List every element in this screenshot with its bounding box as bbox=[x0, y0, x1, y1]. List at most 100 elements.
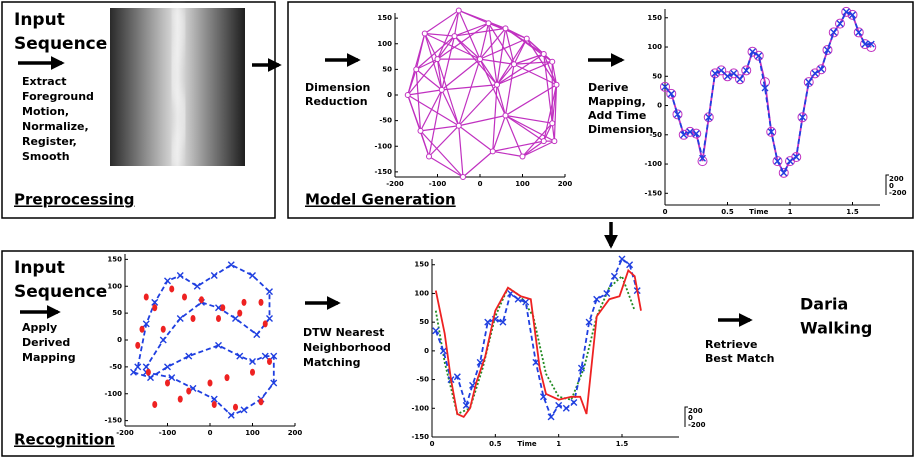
step-text: Dimension bbox=[588, 123, 653, 136]
y-tick-label: -150 bbox=[374, 168, 392, 176]
y-tick-label: 150 bbox=[414, 261, 429, 269]
network-edge bbox=[480, 59, 514, 64]
x-tick-label: 1.5 bbox=[616, 440, 629, 448]
y-tick-label: 0 bbox=[657, 102, 662, 110]
y-tick-label: 100 bbox=[647, 43, 662, 51]
series-line bbox=[665, 12, 871, 173]
chart-mapped_input: 150100500-50-100-150-200-1000100200 bbox=[104, 254, 302, 437]
step-text: Apply bbox=[22, 321, 57, 334]
dot-marker bbox=[267, 358, 272, 365]
step-text: Reduction bbox=[305, 95, 368, 108]
step-text: Best Match bbox=[705, 352, 774, 365]
diagram: InputSequenceExtractForegroundMotion,Nor… bbox=[0, 0, 916, 458]
node-marker bbox=[520, 154, 525, 159]
network-edge bbox=[421, 90, 442, 131]
x-marker bbox=[211, 273, 217, 279]
y-tick-label: 50 bbox=[419, 318, 429, 326]
network-edge bbox=[463, 151, 493, 177]
y-tick-label: -150 bbox=[644, 189, 662, 197]
x-tick-label: -200 bbox=[116, 429, 134, 437]
x-marker bbox=[177, 273, 183, 279]
dot-marker bbox=[144, 294, 149, 301]
dot-marker bbox=[220, 304, 225, 311]
y-tick-label: 50 bbox=[112, 309, 122, 317]
node-marker bbox=[552, 139, 557, 144]
network-edge bbox=[442, 85, 497, 90]
node-marker bbox=[452, 34, 457, 39]
y-tick-label: 0 bbox=[117, 336, 122, 344]
dot-marker bbox=[140, 326, 145, 333]
node-marker bbox=[418, 128, 423, 133]
y-tick-label: -50 bbox=[416, 376, 429, 384]
z-tick-label: -200 bbox=[688, 421, 706, 429]
section-label: Recognition bbox=[14, 431, 115, 449]
node-marker bbox=[503, 113, 508, 118]
z-tick-label: -200 bbox=[889, 189, 907, 197]
node-marker bbox=[503, 26, 508, 31]
node-marker bbox=[524, 36, 529, 41]
y-tick-label: -100 bbox=[374, 142, 392, 150]
x-tick-label: 0 bbox=[663, 208, 668, 216]
x-tick-label: 0.5 bbox=[721, 208, 734, 216]
x-axis-label: Time bbox=[517, 440, 536, 448]
network-edge bbox=[459, 59, 480, 126]
y-tick-label: 100 bbox=[107, 282, 122, 290]
network-edge bbox=[523, 141, 555, 156]
network-edge bbox=[523, 123, 553, 156]
step-text: Extract bbox=[22, 75, 67, 88]
section-label: Preprocessing bbox=[14, 191, 134, 209]
x-axis-label: Time bbox=[749, 208, 768, 216]
x-marker bbox=[254, 332, 260, 338]
dot-marker bbox=[178, 396, 183, 403]
step-text: Normalize, bbox=[22, 120, 89, 133]
network-edge bbox=[416, 36, 454, 69]
dot-marker bbox=[186, 388, 191, 395]
node-marker bbox=[456, 123, 461, 128]
y-tick-label: -50 bbox=[379, 117, 392, 125]
x-tick-label: 1 bbox=[788, 208, 793, 216]
x-marker bbox=[237, 353, 243, 359]
step-text: Register, bbox=[22, 135, 77, 148]
network-edge bbox=[459, 116, 506, 126]
dot-marker bbox=[208, 380, 213, 387]
x-tick-label: 0.5 bbox=[489, 440, 502, 448]
x-marker bbox=[160, 337, 166, 343]
dot-marker bbox=[146, 369, 151, 376]
x-marker bbox=[250, 273, 256, 279]
x-marker bbox=[571, 400, 577, 406]
section-label: Model Generation bbox=[305, 191, 456, 209]
node-marker bbox=[541, 52, 546, 57]
node-marker bbox=[435, 57, 440, 62]
x-marker bbox=[241, 407, 247, 413]
dot-marker bbox=[135, 342, 140, 349]
y-tick-label: -150 bbox=[104, 417, 122, 425]
node-marker bbox=[456, 8, 461, 13]
dot-marker bbox=[225, 374, 230, 381]
y-tick-label: -150 bbox=[411, 433, 429, 441]
x-marker bbox=[233, 316, 239, 322]
series-line bbox=[436, 276, 635, 414]
dot-marker bbox=[212, 401, 217, 408]
dot-marker bbox=[233, 404, 238, 411]
node-marker bbox=[554, 82, 559, 87]
dot-marker bbox=[199, 296, 204, 303]
step-text: Mapping, bbox=[588, 95, 646, 108]
x-tick-label: 0 bbox=[208, 429, 213, 437]
y-tick-label: 50 bbox=[652, 72, 662, 80]
y-tick-label: 150 bbox=[377, 14, 392, 22]
node-marker bbox=[495, 82, 500, 87]
node-marker bbox=[486, 21, 491, 26]
x-marker bbox=[194, 283, 200, 289]
x-marker bbox=[267, 289, 273, 295]
x-marker bbox=[787, 158, 793, 164]
dot-marker bbox=[259, 299, 264, 306]
result-text: Daria bbox=[800, 295, 848, 314]
y-tick-label: -50 bbox=[649, 131, 662, 139]
network-edge bbox=[459, 126, 493, 152]
x-marker bbox=[563, 405, 569, 411]
step-text: Foreground bbox=[22, 90, 94, 103]
network-edge bbox=[408, 69, 417, 95]
y-tick-label: -50 bbox=[109, 363, 122, 371]
step-text: Smooth bbox=[22, 150, 70, 163]
